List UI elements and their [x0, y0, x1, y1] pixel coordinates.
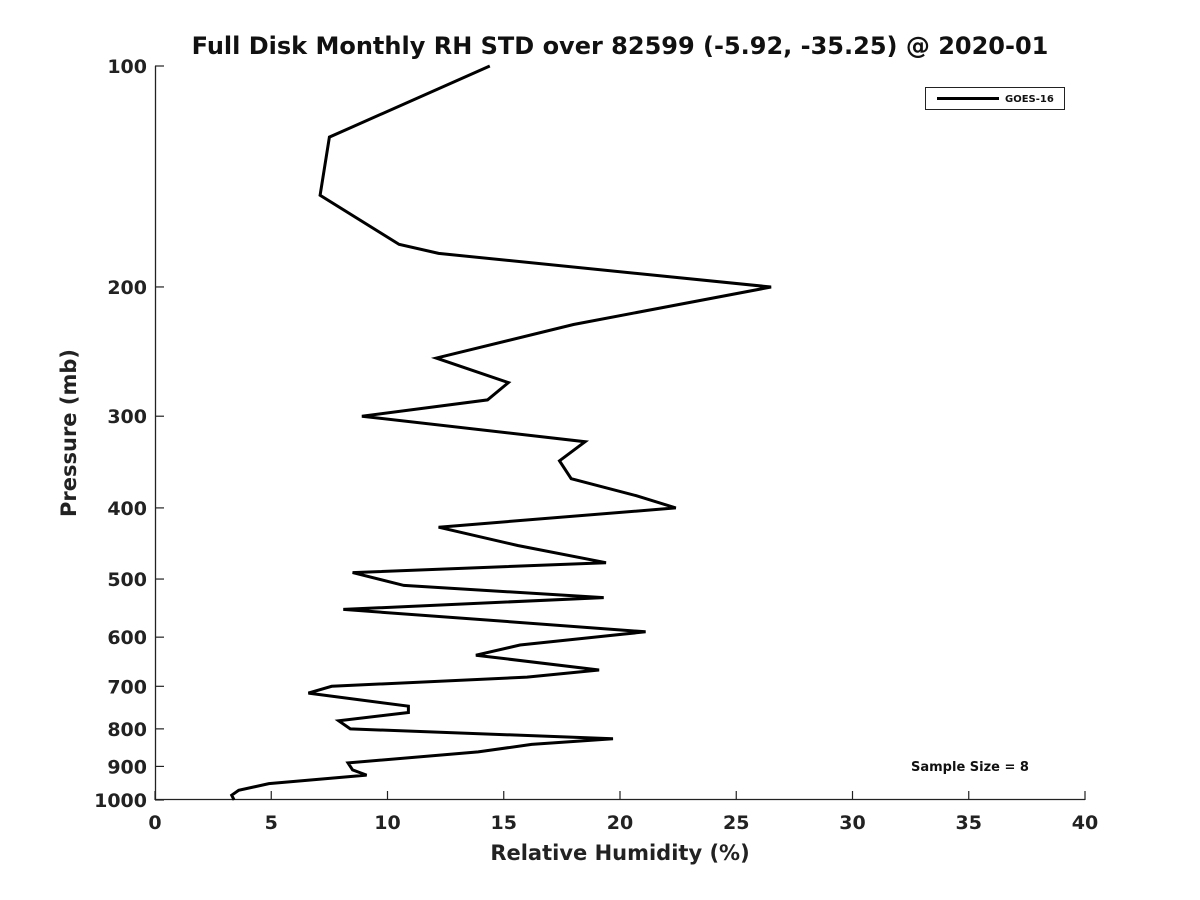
y-tick-label: 100: [107, 56, 147, 78]
legend: GOES-16: [925, 87, 1065, 110]
x-tick-label: 25: [723, 812, 749, 834]
y-axis-ticks: 100 200 300 400 500 600 700 800 900 1000: [94, 56, 164, 812]
x-tick-label: 0: [148, 812, 161, 834]
y-tick-label: 500: [107, 569, 147, 591]
y-tick-label: 900: [107, 756, 147, 778]
series-line-0: [229, 64, 772, 801]
x-tick-label: 15: [491, 812, 517, 834]
x-axis-ticks: 0 5 10 15 20 25 30 35 40: [148, 791, 1098, 834]
x-tick-label: 40: [1072, 812, 1098, 834]
x-tick-label: 35: [956, 812, 982, 834]
y-tick-label: 800: [107, 719, 147, 741]
y-tick-label: 200: [107, 277, 147, 299]
series-layer: [229, 64, 772, 801]
plot-axes: [154, 66, 1085, 801]
legend-entry-goes-16: GOES-16: [1005, 94, 1054, 105]
x-tick-label: 5: [265, 812, 278, 834]
x-axis-label: Relative Humidity (%): [490, 841, 749, 865]
y-axis-label: Pressure (mb): [57, 349, 81, 517]
y-tick-label: 300: [107, 406, 147, 428]
x-tick-label: 10: [374, 812, 400, 834]
sample-size-annotation: Sample Size = 8: [911, 760, 1029, 775]
y-tick-label: 600: [107, 627, 147, 649]
y-tick-label: 400: [107, 498, 147, 520]
x-tick-label: 20: [607, 812, 633, 834]
chart-title: Full Disk Monthly RH STD over 82599 (-5.…: [192, 32, 1049, 60]
y-tick-label: 1000: [94, 790, 147, 812]
x-tick-label: 30: [839, 812, 865, 834]
y-tick-label: 700: [107, 676, 147, 698]
